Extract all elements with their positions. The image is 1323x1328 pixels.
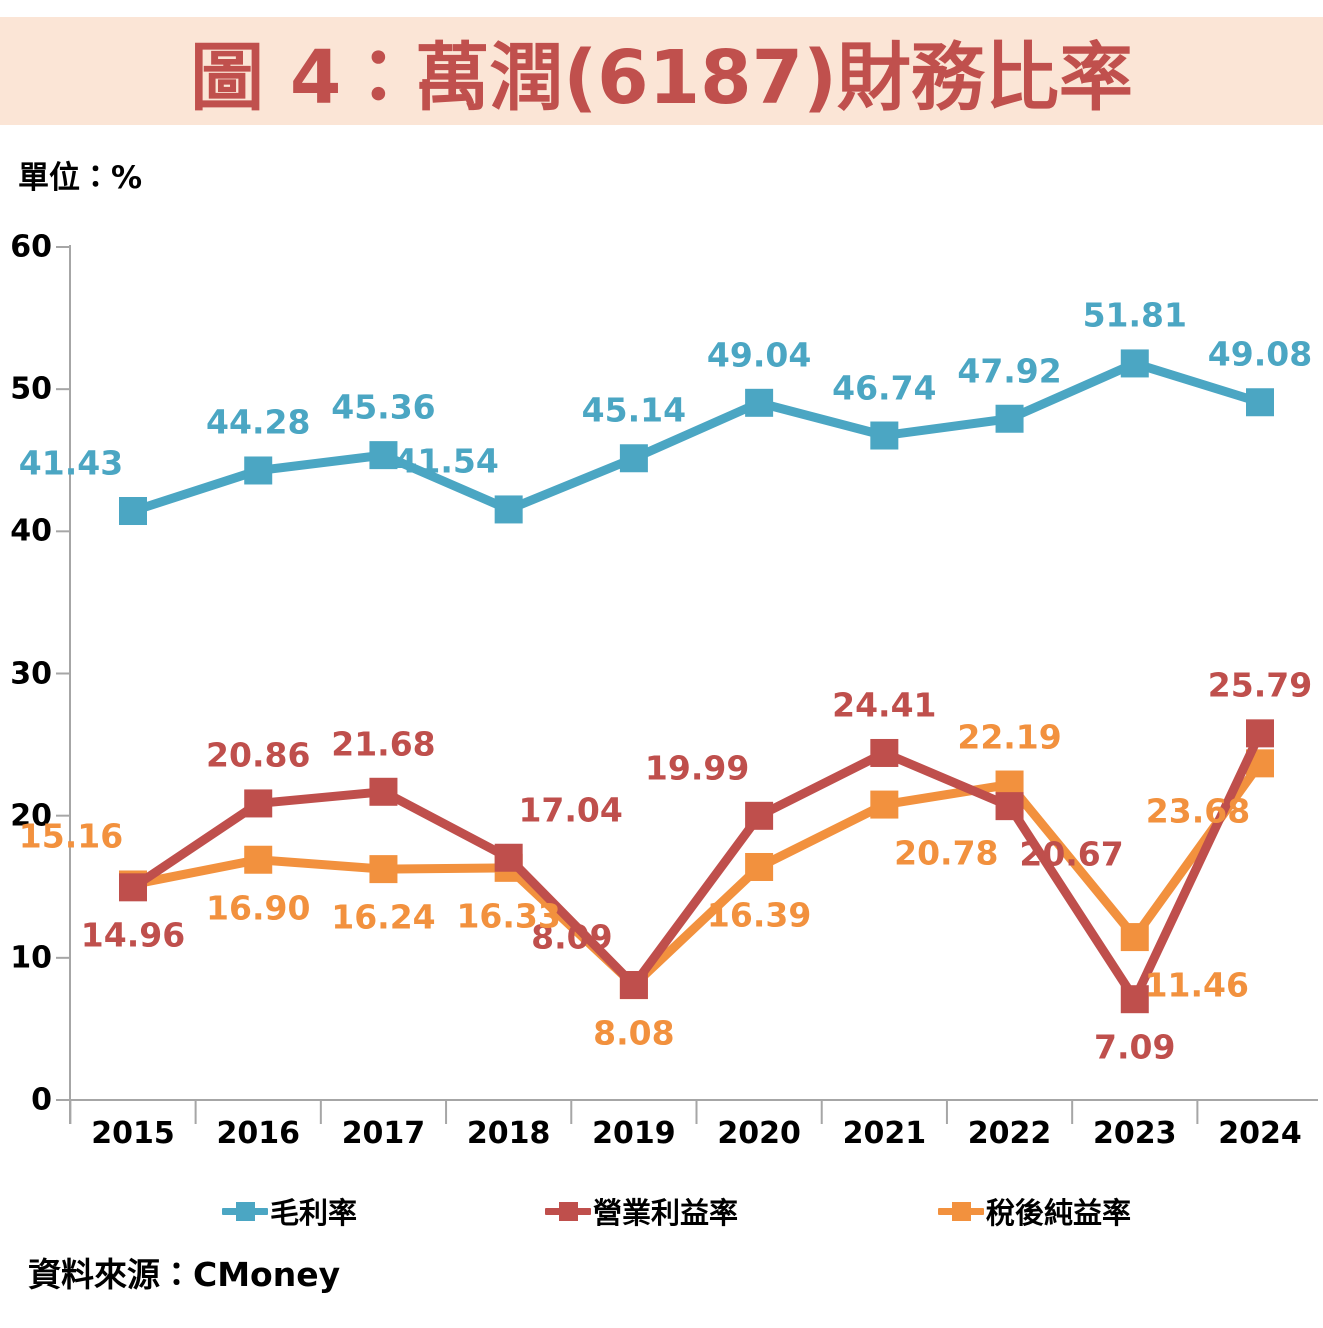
data-label-net-margin: 11.46 [1144,965,1249,1005]
legend-item-net-margin[interactable]: 稅後純益率 [938,1188,1131,1234]
legend-item-gross-margin[interactable]: 毛利率 [222,1188,357,1234]
data-label-gross-margin: 47.92 [957,351,1062,391]
data-label-gross-margin: 46.74 [832,368,937,407]
series-line [132,760,1264,992]
data-label-net-margin: 15.16 [18,816,124,856]
series-marker [119,497,147,526]
legend-label: 稅後純益率 [986,1196,1132,1230]
data-label-operating-margin: 21.68 [331,724,436,764]
data-label-net-margin: 16.33 [456,896,561,936]
legend-label: 毛利率 [270,1196,358,1230]
x-axis-tick-label: 2017 [341,1116,426,1151]
series-marker [995,404,1024,433]
data-label-net-margin: 16.90 [206,888,311,928]
data-label-gross-margin: 41.54 [394,441,499,481]
legend-label: 營業利益率 [593,1196,739,1230]
chart-legend: 毛利率 營業利益率 稅後純益率 [0,1188,1323,1234]
data-label-operating-margin: 8.09 [531,917,613,957]
y-axis-tick-label: 10 [10,940,52,976]
data-label-operating-margin: 20.67 [1019,834,1124,874]
y-axis-tick-label: 60 [10,229,52,265]
data-label-net-margin: 22.19 [957,717,1062,757]
series-marker [119,873,147,902]
data-label-operating-margin: 25.79 [1207,665,1313,705]
unit-label: 單位：% [18,160,143,196]
x-axis-tick-label: 2015 [91,1116,175,1151]
title-banner-background [0,17,1323,125]
data-label-gross-margin: 45.36 [331,387,436,427]
series-marker [1246,749,1274,778]
data-label-operating-margin: 19.99 [644,748,750,788]
data-label-operating-margin: 20.86 [206,735,311,775]
x-axis-tick-label: 2021 [842,1116,927,1151]
data-label-operating-margin: 24.41 [832,685,937,725]
series-marker [369,855,398,884]
data-label-net-margin: 16.39 [706,895,812,935]
data-label-net-margin: 20.78 [894,833,999,873]
data-label-gross-margin: 49.04 [706,335,812,375]
x-axis-tick-label: 2018 [466,1116,551,1151]
series-marker [1120,923,1149,952]
y-axis-tick-label: 50 [10,371,52,407]
data-label-net-margin: 16.24 [331,897,436,937]
data-label-net-margin: 8.08 [593,1013,675,1053]
data-label-operating-margin: 7.09 [1094,1027,1176,1067]
series-marker [619,970,648,999]
series-marker [870,738,899,767]
legend-marker-icon [545,1201,591,1221]
series-marker [745,388,774,417]
data-label-net-margin: 23.68 [1145,791,1251,831]
data-label-gross-margin: 44.28 [206,402,311,442]
page-title: 圖 4：萬潤(6187)財務比率 [190,34,1133,121]
x-axis-tick-label: 2022 [967,1116,1052,1151]
data-label-gross-margin: 45.14 [581,390,687,430]
x-axis-tick-label: 2024 [1218,1116,1302,1151]
data-label-gross-margin: 41.43 [18,443,124,483]
series-marker [494,853,523,882]
series-marker [494,843,523,872]
series-marker [369,777,398,806]
legend-item-operating-margin[interactable]: 營業利益率 [545,1188,738,1234]
y-axis-tick-label: 0 [31,1082,52,1118]
y-axis-tick-label: 20 [10,798,52,834]
source-label: 資料來源：CMoney [28,1255,341,1294]
series-marker [1246,719,1274,748]
x-axis-tick-label: 2023 [1093,1116,1177,1151]
series-marker [1120,349,1149,378]
series-marker [244,845,273,874]
series-marker [244,789,273,818]
x-axis-tick-label: 2016 [216,1116,300,1151]
series-marker [870,421,899,450]
series-marker [494,495,523,524]
y-axis-tick-label: 30 [10,656,52,691]
legend-marker-icon [222,1201,268,1221]
series-marker [870,790,899,819]
series-marker [369,441,398,470]
data-label-operating-margin: 17.04 [518,790,623,830]
series-marker [1246,388,1274,417]
data-label-operating-margin: 14.96 [80,915,186,955]
x-axis-tick-label: 2019 [592,1116,676,1151]
data-label-gross-margin: 49.08 [1207,334,1313,374]
series-marker [995,792,1024,821]
series-marker [995,770,1024,799]
x-axis-tick-label: 2020 [717,1116,801,1151]
series-marker [745,801,774,830]
series-marker [119,870,147,899]
series-marker [244,456,273,485]
series-marker [619,971,648,1000]
legend-marker-icon [938,1201,984,1221]
series-marker [619,444,648,473]
y-axis-tick-label: 40 [10,513,52,549]
data-label-gross-margin: 51.81 [1082,295,1187,335]
series-marker [745,852,774,881]
